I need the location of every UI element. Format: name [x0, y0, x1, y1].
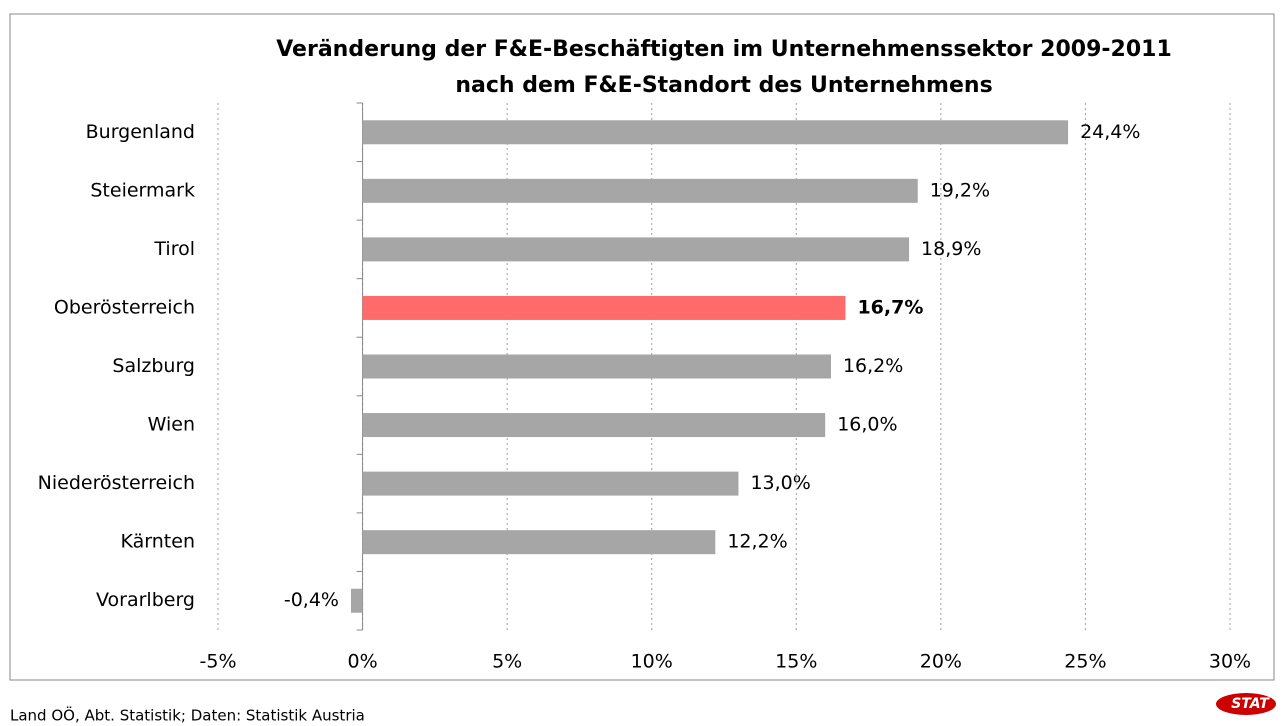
x-tick-label: 30% [1209, 651, 1251, 673]
x-tick-label: 10% [631, 651, 673, 673]
chart-subtitle: nach dem F&E-Standort des Unternehmens [455, 73, 992, 98]
chart-frame [9, 13, 1275, 681]
bar [362, 354, 831, 379]
y-tick-label: Tirol [153, 238, 195, 260]
bar [362, 530, 716, 555]
value-label: 24,4% [1080, 121, 1140, 143]
x-tick-label: 0% [347, 651, 377, 673]
logo: STAT [1216, 693, 1276, 715]
value-label: 19,2% [930, 179, 990, 201]
bar [362, 178, 918, 203]
value-label: 13,0% [750, 472, 810, 494]
x-tick-label: 15% [775, 651, 817, 673]
bar [351, 588, 363, 613]
source: Land OÖ, Abt. Statistik; Daten: Statisti… [10, 706, 365, 725]
y-tick-label: Salzburg [112, 355, 195, 377]
value-label: 16,2% [843, 355, 903, 377]
x-tick-label: 20% [920, 651, 962, 673]
x-tick-label: 5% [492, 651, 522, 673]
bar [362, 120, 1069, 145]
value-label: 16,7% [857, 296, 923, 318]
y-tick-label: Kärnten [121, 531, 195, 553]
value-label: 16,0% [837, 414, 897, 436]
bar [362, 295, 846, 320]
x-tick-label: 25% [1064, 651, 1106, 673]
value-label: 12,2% [727, 531, 787, 553]
y-tick-label: Wien [148, 414, 195, 436]
y-tick-label: Niederösterreich [38, 472, 195, 494]
logo-text: STAT [1231, 696, 1270, 712]
x-tick-label: -5% [200, 651, 237, 673]
logo-shape [1216, 693, 1276, 715]
y-tick-label: Steiermark [90, 179, 195, 201]
bar [362, 471, 739, 496]
bar [362, 237, 910, 262]
value-label: 18,9% [921, 238, 981, 260]
bar [362, 413, 826, 438]
value-label: -0,4% [284, 589, 339, 611]
y-tick-label: Burgenland [86, 121, 195, 143]
y-tick-label: Vorarlberg [96, 589, 195, 611]
y-tick-label: Oberösterreich [54, 296, 195, 318]
chart-title: Veränderung der F&E-Beschäftigten im Unt… [276, 37, 1172, 62]
